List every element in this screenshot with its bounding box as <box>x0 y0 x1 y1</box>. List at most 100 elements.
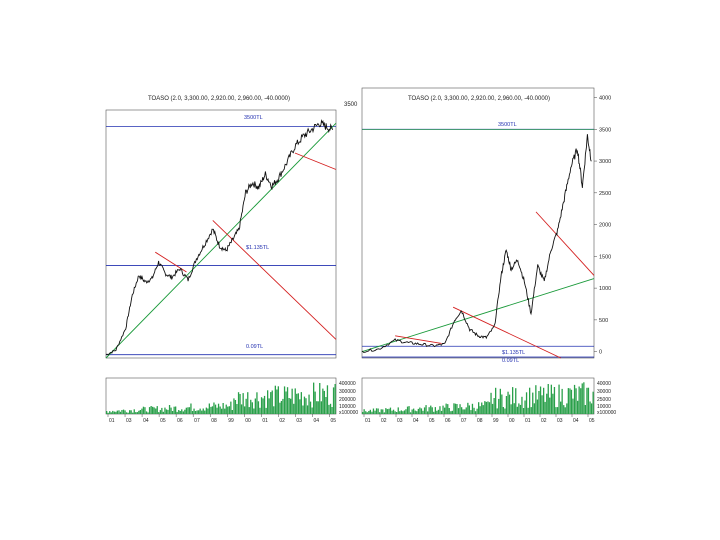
volume-bar <box>451 410 453 414</box>
x-tick-label: 08 <box>477 418 483 424</box>
x-tick-label: 02 <box>381 418 387 424</box>
volume-bar <box>122 409 125 414</box>
volume-bar <box>214 404 217 414</box>
volume-bar <box>221 408 223 414</box>
volume-bar <box>420 408 423 414</box>
x-tick-label: 01 <box>525 418 531 424</box>
volume-bar <box>563 405 565 414</box>
volume-bar <box>263 395 266 414</box>
volume-bar <box>181 409 183 414</box>
x-tick-label: 99 <box>228 418 234 424</box>
volume-bar <box>297 393 299 414</box>
volume-bar <box>369 409 371 414</box>
volume-bar <box>148 407 151 414</box>
volume-bar <box>394 411 396 414</box>
volume-bar <box>106 411 108 414</box>
right-volume-tick: 30000 <box>597 389 611 395</box>
volume-bar <box>173 406 175 414</box>
volume-bar <box>207 408 209 414</box>
volume-bar <box>513 403 515 414</box>
volume-bar <box>236 404 238 414</box>
volume-bar <box>488 402 491 414</box>
volume-bar <box>473 407 475 414</box>
volume-bar <box>155 408 157 414</box>
volume-bar <box>409 412 412 414</box>
volume-bar <box>561 388 563 414</box>
volume-bar <box>374 410 376 414</box>
x-tick-label: 01 <box>109 418 115 424</box>
x-tick-label: 06 <box>445 418 451 424</box>
volume-bar <box>116 410 118 414</box>
volume-bar <box>256 392 258 414</box>
volume-bar <box>176 411 178 414</box>
x-tick-label: 07 <box>461 418 467 424</box>
volume-bar <box>479 406 481 414</box>
volume-bar <box>448 408 450 414</box>
volume-bar <box>254 398 256 414</box>
x-tick-label: 01 <box>365 418 371 424</box>
left-annotation-usd-level: $1.135TL <box>246 245 269 251</box>
volume-bar <box>187 407 189 414</box>
volume-bar <box>303 396 306 414</box>
volume-bar <box>530 407 532 414</box>
volume-bar <box>439 406 441 414</box>
volume-bar <box>302 405 304 414</box>
volume-bar <box>228 406 230 414</box>
volume-bar <box>202 408 204 414</box>
right-chart: TOASO (2.0, 3,300.00, 2,920.00, 2,960.00… <box>361 87 616 424</box>
volume-bar <box>377 408 379 414</box>
left-chart-header: TOASO (2.0, 3,300.00, 2,920.00, 2,960.00… <box>148 96 290 102</box>
volume-bar <box>459 404 461 414</box>
volume-bar <box>368 411 370 414</box>
volume-bar <box>193 408 195 414</box>
volume-bar <box>533 403 535 414</box>
volume-bar <box>260 397 263 414</box>
volume-bar <box>583 382 585 414</box>
volume-bar <box>389 407 392 414</box>
volume-bar <box>392 409 395 414</box>
volume-bar <box>156 406 158 414</box>
volume-bar <box>153 407 155 414</box>
volume-bar <box>179 411 181 414</box>
volume-bar <box>253 408 255 414</box>
volume-bar <box>125 412 128 414</box>
x-tick-label: 03 <box>296 418 302 424</box>
y-tick-label: 3500 <box>599 127 611 133</box>
volume-bar <box>380 409 382 414</box>
y-tick-label: 2000 <box>599 223 611 229</box>
volume-bar <box>428 407 430 414</box>
x-tick-label: 02 <box>279 418 285 424</box>
x-tick-label: 00 <box>245 418 251 424</box>
volume-bar <box>115 411 117 414</box>
volume-bar <box>502 407 504 414</box>
x-tick-label: 05 <box>429 418 435 424</box>
x-tick-label: 02 <box>541 418 547 424</box>
volume-bar <box>564 407 566 414</box>
volume-bar <box>371 411 373 414</box>
volume-bar <box>553 387 556 414</box>
volume-bar <box>268 398 270 414</box>
volume-bar <box>501 394 503 414</box>
volume-bar <box>332 387 335 414</box>
volume-bar <box>365 411 367 414</box>
volume-bar <box>431 407 433 414</box>
volume-bar <box>237 392 240 414</box>
right-volume-tick: 25000 <box>597 397 611 403</box>
volume-bar <box>584 405 586 414</box>
volume-bar <box>558 384 560 414</box>
volume-bar <box>110 412 112 414</box>
volume-bar <box>482 405 484 414</box>
volume-bar <box>316 401 318 414</box>
volume-bar <box>171 411 174 414</box>
volume-bar <box>567 388 569 414</box>
volume-bar <box>118 410 120 414</box>
right-annotation-3500tl: 3500TL <box>498 122 517 128</box>
volume-bar <box>510 404 512 414</box>
volume-bar <box>465 407 467 414</box>
volume-bar <box>505 396 508 414</box>
x-tick-label: 03 <box>126 418 132 424</box>
trend-line <box>535 211 595 276</box>
volume-bar <box>519 404 522 414</box>
volume-bar <box>322 388 324 414</box>
left-annotation-3500tl: 3500TL <box>244 115 263 121</box>
